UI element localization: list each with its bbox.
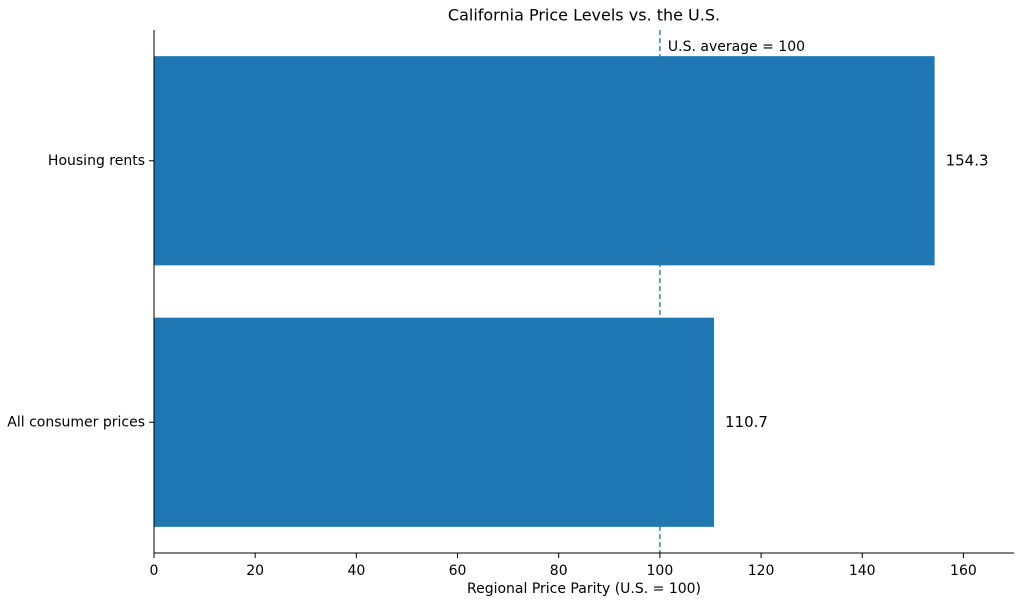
- x-tick-label: 20: [246, 563, 264, 579]
- y-tick-label: All consumer prices: [7, 414, 145, 430]
- chart-title: California Price Levels vs. the U.S.: [448, 6, 720, 25]
- reference-label: U.S. average = 100: [668, 39, 805, 55]
- x-tick-label: 60: [449, 563, 467, 579]
- y-tick-label: Housing rents: [48, 153, 145, 169]
- x-tick-label: 160: [950, 563, 977, 579]
- bar: [154, 56, 935, 266]
- x-axis-label: Regional Price Parity (U.S. = 100): [467, 581, 701, 597]
- x-tick-label: 100: [647, 563, 674, 579]
- x-tick-label: 0: [150, 563, 159, 579]
- value-label: 110.7: [725, 413, 768, 431]
- x-tick-label: 80: [550, 563, 568, 579]
- x-tick-label: 140: [849, 563, 876, 579]
- bar: [154, 317, 715, 527]
- x-tick-label: 120: [748, 563, 775, 579]
- value-label: 154.3: [946, 151, 989, 169]
- x-tick-label: 40: [347, 563, 365, 579]
